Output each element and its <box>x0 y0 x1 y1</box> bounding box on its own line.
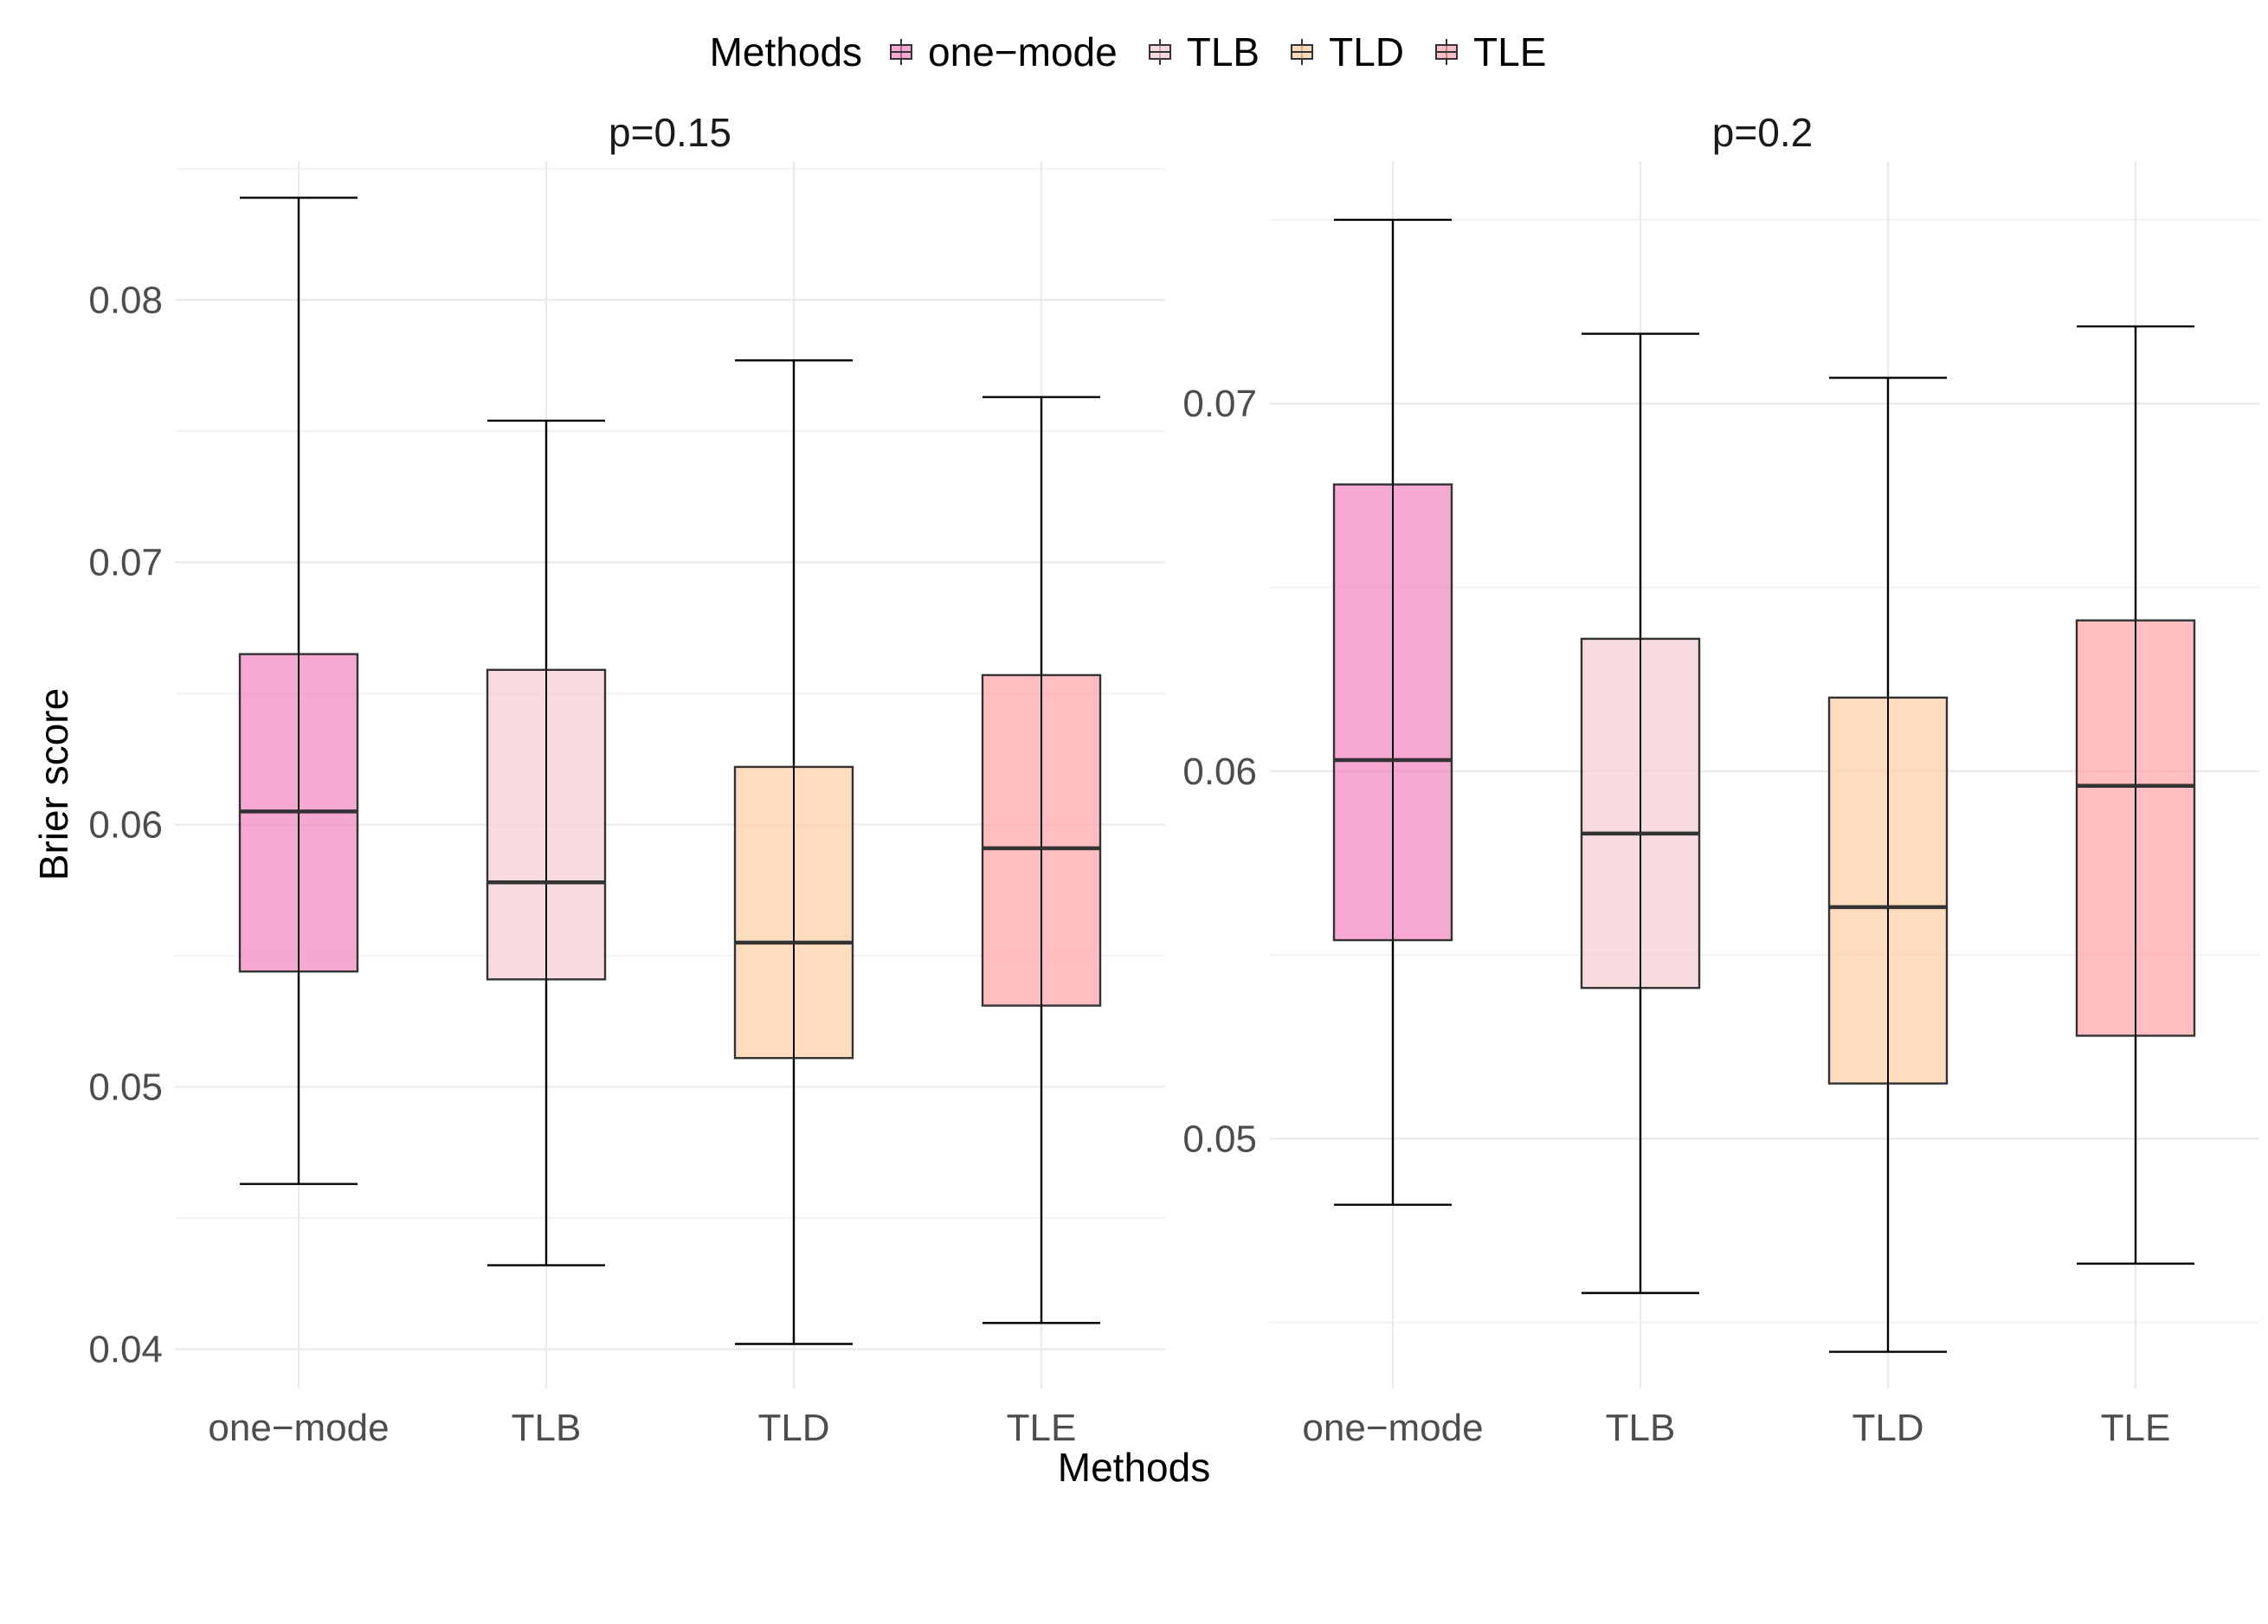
legend-key-one-mode <box>890 39 913 65</box>
legend-key-tlb <box>1148 39 1171 65</box>
panel-title-left: p=0.15 <box>609 110 731 155</box>
y-tick-label: 0.05 <box>1182 1118 1257 1160</box>
legend-item-tlb: TLB <box>1148 29 1260 75</box>
legend-label-tlb: TLB <box>1186 29 1260 74</box>
y-tick-label: 0.05 <box>88 1067 163 1109</box>
x-tick-label: TLB <box>512 1407 582 1449</box>
x-tick-label: one−mode <box>1302 1407 1483 1449</box>
legend: Methods one−mode TLB TLD TLE <box>0 24 2268 80</box>
y-tick-label: 0.06 <box>1182 751 1257 793</box>
x-tick-label: TLE <box>1007 1407 1077 1449</box>
y-tick-label: 0.08 <box>88 280 163 322</box>
legend-key-tld <box>1291 39 1314 65</box>
legend-item-one-mode: one−mode <box>890 29 1118 75</box>
legend-label-tld: TLD <box>1329 29 1405 74</box>
legend-label-one-mode: one−mode <box>928 29 1118 74</box>
panel-title-right: p=0.2 <box>1711 110 1814 155</box>
y-tick-label: 0.07 <box>88 542 163 584</box>
y-tick-label: 0.04 <box>88 1329 163 1371</box>
legend-item-tld: TLD <box>1291 29 1404 75</box>
y-tick-label: 0.07 <box>1182 383 1257 425</box>
y-axis-title: Brier score <box>31 687 76 881</box>
x-tick-label: TLE <box>2101 1407 2171 1449</box>
x-tick-label: TLD <box>1852 1407 1923 1449</box>
legend-key-tle <box>1435 39 1459 65</box>
x-tick-label: TLB <box>1606 1407 1676 1449</box>
legend-item-tle: TLE <box>1435 29 1546 75</box>
legend-title: Methods <box>709 29 863 74</box>
x-tick-label: one−mode <box>208 1407 389 1449</box>
x-tick-label: TLD <box>757 1407 829 1449</box>
x-axis-title: Methods <box>1057 1445 1211 1490</box>
legend-label-tle: TLE <box>1473 29 1547 74</box>
y-tick-label: 0.06 <box>88 804 163 847</box>
